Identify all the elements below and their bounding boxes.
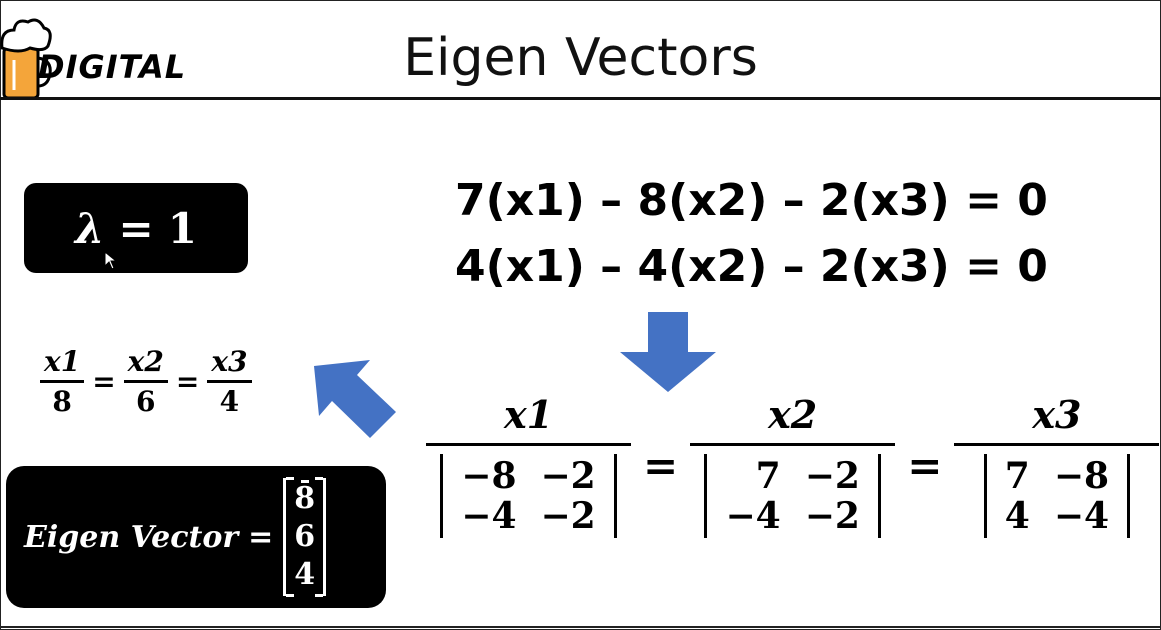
matrix-cell: −2 — [540, 495, 596, 537]
fraction-numerator: x2 — [768, 392, 818, 437]
fraction-denominator: 4 — [219, 385, 240, 418]
up-left-arrow-icon — [314, 360, 396, 438]
determinant-fraction: x1 −8 −2 −4 −2 — [426, 392, 631, 538]
equation-line: 7(x1) – 8(x2) – 2(x3) = 0 — [455, 175, 1048, 226]
logo: DIGITAL — [0, 8, 185, 103]
fraction: x1 8 — [40, 345, 85, 418]
fraction: x3 4 — [207, 345, 252, 418]
fraction-numerator: x1 — [44, 345, 81, 378]
bracket-corner — [286, 477, 295, 480]
fraction-bar — [123, 380, 168, 383]
matrix-cell: −8 — [1053, 455, 1110, 497]
beer-mug-icon — [0, 18, 52, 100]
eigen-vector-label: Eigen Vector — [24, 519, 239, 555]
bracket-corner — [286, 594, 295, 597]
equals-sign: = — [175, 365, 200, 398]
matrix-cell: −4 — [725, 495, 781, 537]
fraction-bar — [207, 380, 252, 383]
determinant-fraction: x2 7 −2 −4 −2 — [690, 392, 896, 538]
matrix-cell: 4 — [1004, 495, 1030, 537]
matrix-cell: −2 — [540, 455, 596, 497]
bracket-corner — [315, 477, 324, 480]
equals-sign: = — [643, 440, 679, 490]
equals-sign: = — [92, 365, 116, 398]
determinant: −8 −2 −4 −2 — [440, 454, 617, 538]
fraction: x2 6 — [123, 345, 168, 418]
fraction-numerator: x2 — [127, 345, 164, 378]
lambda-equals: = — [118, 203, 154, 253]
fraction-denominator: 6 — [136, 385, 156, 418]
eigen-vector-matrix: 8 6 4 — [283, 477, 327, 597]
down-arrow-icon — [620, 312, 716, 392]
fraction-bar — [40, 380, 85, 383]
matrix-cell: 7 — [755, 455, 781, 497]
fraction-denominator: 8 — [52, 385, 72, 418]
equals-sign: = — [907, 440, 943, 490]
vector-entry: 8 — [294, 481, 316, 516]
determinant: 7 −2 −4 −2 — [704, 454, 881, 538]
matrix-cell: 7 — [1004, 455, 1030, 497]
ratio-expression: x1 8 = x2 6 = x3 4 — [40, 345, 252, 418]
determinant-expression: x1 −8 −2 −4 −2 = x2 7 −2 — [426, 392, 1160, 538]
mouse-pointer-icon — [104, 251, 118, 270]
matrix-cell: −2 — [804, 455, 860, 497]
eigen-vector-equals: = — [248, 519, 274, 555]
fraction-bar — [426, 443, 631, 446]
bottom-divider — [0, 626, 1161, 628]
equation-block: 7(x1) – 8(x2) – 2(x3) = 0 4(x1) – 4(x2) … — [455, 168, 1048, 300]
determinant-fraction: x3 7 −8 4 −4 — [954, 392, 1160, 538]
page-title: Eigen Vectors — [403, 28, 758, 88]
equation-line: 4(x1) – 4(x2) – 2(x3) = 0 — [455, 241, 1048, 292]
matrix-cell: −8 — [461, 455, 517, 497]
lambda-value: 1 — [167, 203, 197, 253]
vector-entry: 6 — [294, 519, 316, 554]
fraction-numerator: x3 — [1032, 392, 1082, 437]
bracket-corner — [315, 594, 324, 597]
matrix-cell: −4 — [461, 495, 517, 537]
fraction-numerator: x1 — [503, 392, 554, 437]
lambda-symbol: λ — [75, 203, 105, 253]
matrix-cell: −4 — [1053, 495, 1110, 537]
eigen-vector-box: Eigen Vector = 8 6 4 — [6, 466, 386, 608]
matrix-cell: −2 — [804, 495, 860, 537]
fraction-bar — [954, 443, 1160, 446]
title-divider — [0, 97, 1161, 100]
fraction-bar — [690, 443, 896, 446]
vector-entry: 4 — [294, 557, 316, 592]
lambda-box: λ = 1 — [24, 183, 248, 273]
fraction-numerator: x3 — [211, 345, 248, 378]
logo-text: DIGITAL — [38, 48, 187, 86]
determinant: 7 −8 4 −4 — [983, 454, 1131, 538]
